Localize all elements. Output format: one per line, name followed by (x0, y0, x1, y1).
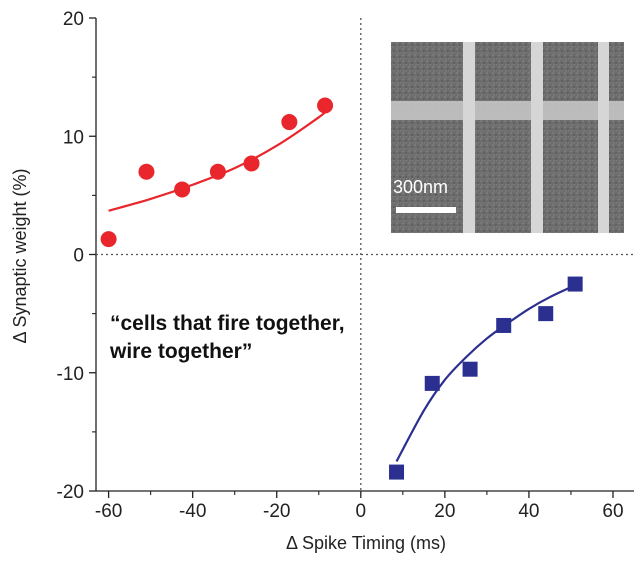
data-point-series-1 (317, 97, 334, 114)
x-axis-label: Δ Spike Timing (ms) (286, 533, 446, 553)
inset-scale-bar (396, 207, 456, 213)
annotation-quote-line-2: wire together” (109, 340, 252, 363)
y-tick-label: 10 (63, 127, 84, 148)
annotation-quote-line-1: “cells that fire together, (110, 312, 345, 335)
data-point-series-1 (100, 231, 117, 248)
axis-ticks: -60 -40 -20 0 20 40 60 -20 -10 0 10 20 (57, 9, 624, 522)
data-point-series-1 (174, 181, 191, 198)
reference-lines (96, 18, 634, 491)
data-point-series-2 (424, 375, 440, 391)
y-tick-label: -20 (57, 482, 84, 503)
y-tick-label: 20 (63, 9, 84, 30)
fit-curves (108, 105, 576, 462)
fit-curve-series-2 (395, 284, 576, 462)
inset-scale-bar-label: 300nm (393, 177, 448, 197)
data-point-series-1 (243, 155, 260, 172)
inset-micrograph: 300nm (391, 42, 624, 233)
x-tick-label: 0 (356, 501, 367, 522)
inset-vertical-wire (531, 42, 543, 233)
x-tick-label: -40 (179, 501, 206, 522)
data-point-series-2 (496, 317, 512, 333)
x-tick-label: 60 (602, 501, 623, 522)
data-point-series-1 (209, 163, 226, 180)
y-tick-label: -10 (57, 364, 84, 385)
x-tick-label: -20 (263, 501, 290, 522)
x-tick-label: 20 (434, 501, 455, 522)
fit-curve-series-1 (108, 105, 333, 212)
inset-horizontal-wire (391, 101, 624, 120)
data-point-series-1 (281, 114, 298, 131)
y-axis-label: Δ Synaptic weight (%) (10, 168, 30, 343)
data-point-series-2 (462, 361, 478, 377)
y-tick-label: 0 (73, 246, 84, 267)
inset-vertical-wire (463, 42, 475, 233)
data-point-series-2 (538, 306, 554, 322)
x-tick-label: -60 (95, 501, 122, 522)
data-point-series-2 (567, 276, 583, 292)
inset-background (391, 42, 624, 233)
data-points (100, 97, 583, 480)
data-point-series-2 (389, 464, 405, 480)
x-tick-label: 40 (518, 501, 539, 522)
data-point-series-1 (138, 163, 155, 180)
inset-vertical-wire (598, 42, 609, 233)
